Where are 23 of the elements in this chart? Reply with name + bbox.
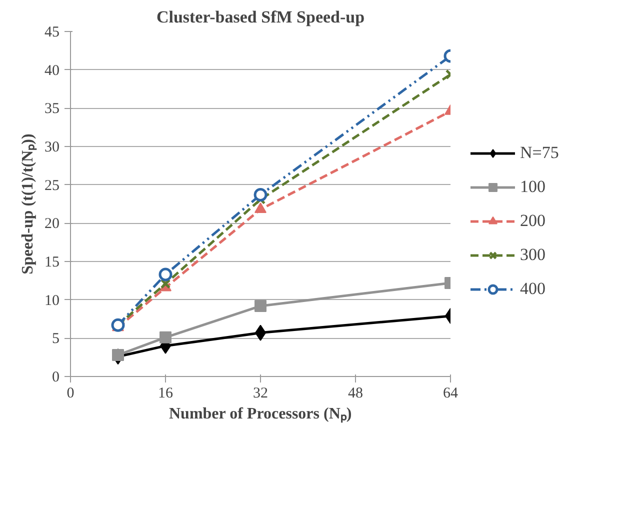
- legend-label: 100: [520, 176, 546, 196]
- y-tick-label: 20: [44, 216, 60, 232]
- y-tick-label: 35: [44, 101, 60, 118]
- legend-label: N=75: [520, 142, 559, 162]
- y-tick-label: 5: [52, 331, 60, 348]
- y-axis-title: Speed-up (t(1)/t(Nₚ)): [20, 134, 38, 274]
- x-tick-label: 64: [443, 386, 458, 402]
- x-tick-label: 32: [253, 386, 268, 402]
- y-tick-label: 45: [44, 24, 60, 40]
- legend-label: 200: [520, 210, 546, 230]
- y-tick-label: 25: [44, 178, 60, 194]
- y-tick-label: 15: [44, 254, 60, 270]
- y-tick-label: 0: [52, 370, 60, 386]
- y-tick-label: 30: [44, 140, 60, 156]
- y-tick-label: 10: [44, 292, 60, 309]
- y-tick-label: 40: [44, 62, 60, 79]
- legend-label: 400: [520, 278, 546, 298]
- x-tick-label: 0: [66, 386, 74, 402]
- legend-label: 300: [520, 244, 546, 264]
- chart-title: Cluster-based SfM Speed-up: [156, 8, 365, 26]
- x-tick-label: 16: [158, 386, 174, 402]
- x-axis-title: Number of Processors (Nₚ): [169, 406, 352, 424]
- x-tick-label: 48: [348, 386, 363, 402]
